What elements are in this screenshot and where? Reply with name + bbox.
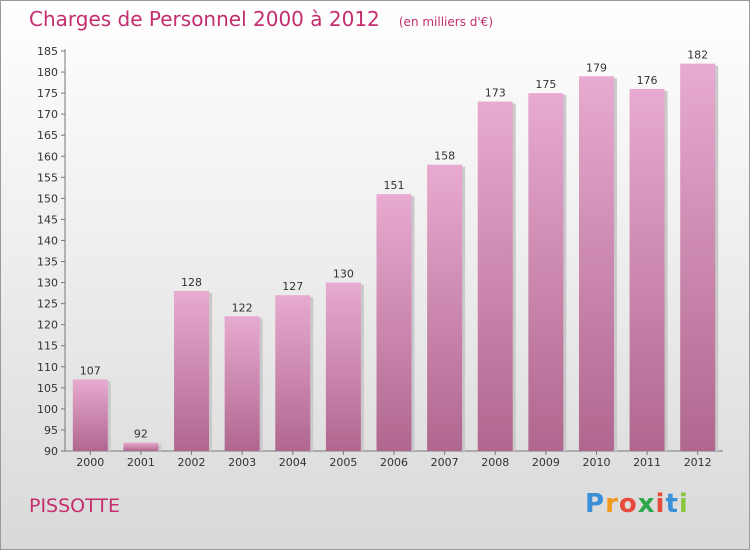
x-tick-label: 2012: [684, 456, 712, 469]
logo-letter: i: [678, 489, 689, 519]
y-tick-label: 145: [37, 213, 58, 226]
logo-letter: o: [618, 489, 638, 519]
y-tick-label: 160: [37, 150, 58, 163]
x-tick-label: 2007: [431, 456, 459, 469]
logo-letter: x: [637, 489, 656, 519]
x-tick-label: 2006: [380, 456, 408, 469]
bar: [174, 291, 210, 451]
chart-subtitle: (en milliers d'€): [398, 15, 493, 29]
x-tick-label: 2003: [228, 456, 256, 469]
data-label: 182: [687, 49, 708, 62]
bar: [123, 442, 159, 451]
data-label: 173: [485, 87, 506, 100]
x-tick-label: 2004: [279, 456, 307, 469]
y-tick-label: 100: [37, 403, 58, 416]
y-tick-label: 115: [37, 340, 58, 353]
y-tick-label: 170: [37, 108, 58, 121]
y-tick-label: 105: [37, 382, 58, 395]
proxiti-logo: Proxiti: [585, 489, 689, 519]
y-tick-label: 140: [37, 234, 58, 247]
bar: [680, 63, 716, 451]
bar: [72, 379, 108, 451]
data-label: 158: [434, 150, 455, 163]
y-tick-label: 130: [37, 277, 58, 290]
title-row: Charges de Personnel 2000 à 2012 (en mil…: [29, 7, 493, 31]
y-tick-label: 155: [37, 171, 58, 184]
data-label: 127: [282, 280, 303, 293]
bar: [224, 316, 260, 451]
y-tick-label: 150: [37, 192, 58, 205]
y-tick-label: 90: [44, 445, 58, 458]
data-label: 151: [384, 179, 405, 192]
y-tick-label: 175: [37, 87, 58, 100]
data-label: 92: [134, 428, 148, 441]
y-tick-label: 95: [44, 424, 58, 437]
x-tick-label: 2010: [582, 456, 610, 469]
x-tick-label: 2002: [178, 456, 206, 469]
x-tick-label: 2008: [481, 456, 509, 469]
bar: [325, 282, 361, 451]
bar: [376, 194, 412, 451]
logo-letter: P: [585, 489, 606, 519]
y-tick-label: 165: [37, 129, 58, 142]
x-tick-label: 2009: [532, 456, 560, 469]
y-tick-label: 125: [37, 298, 58, 311]
bar: [427, 164, 463, 451]
x-tick-label: 2000: [76, 456, 104, 469]
y-tick-label: 185: [37, 45, 58, 58]
x-tick-label: 2011: [633, 456, 661, 469]
data-label: 175: [535, 78, 556, 91]
y-tick-label: 110: [37, 361, 58, 374]
bar: [477, 101, 513, 452]
bar: [528, 93, 564, 452]
x-tick-label: 2005: [329, 456, 357, 469]
data-label: 130: [333, 268, 354, 281]
commune-name: PISSOTTE: [29, 495, 121, 517]
chart-title: Charges de Personnel 2000 à 2012: [29, 7, 380, 31]
data-label: 107: [80, 364, 101, 377]
logo-letter: i: [655, 489, 666, 519]
data-label: 176: [637, 74, 658, 87]
x-tick-label: 2001: [127, 456, 155, 469]
data-label: 128: [181, 276, 202, 289]
data-label: 179: [586, 61, 607, 74]
logo-letter: r: [605, 489, 619, 519]
y-tick-label: 180: [37, 66, 58, 79]
bar: [275, 295, 311, 451]
data-label: 122: [232, 301, 253, 314]
bar: [629, 88, 665, 451]
bar: [578, 76, 614, 452]
y-tick-label: 135: [37, 256, 58, 269]
logo-letter: t: [665, 489, 679, 519]
y-tick-label: 120: [37, 319, 58, 332]
